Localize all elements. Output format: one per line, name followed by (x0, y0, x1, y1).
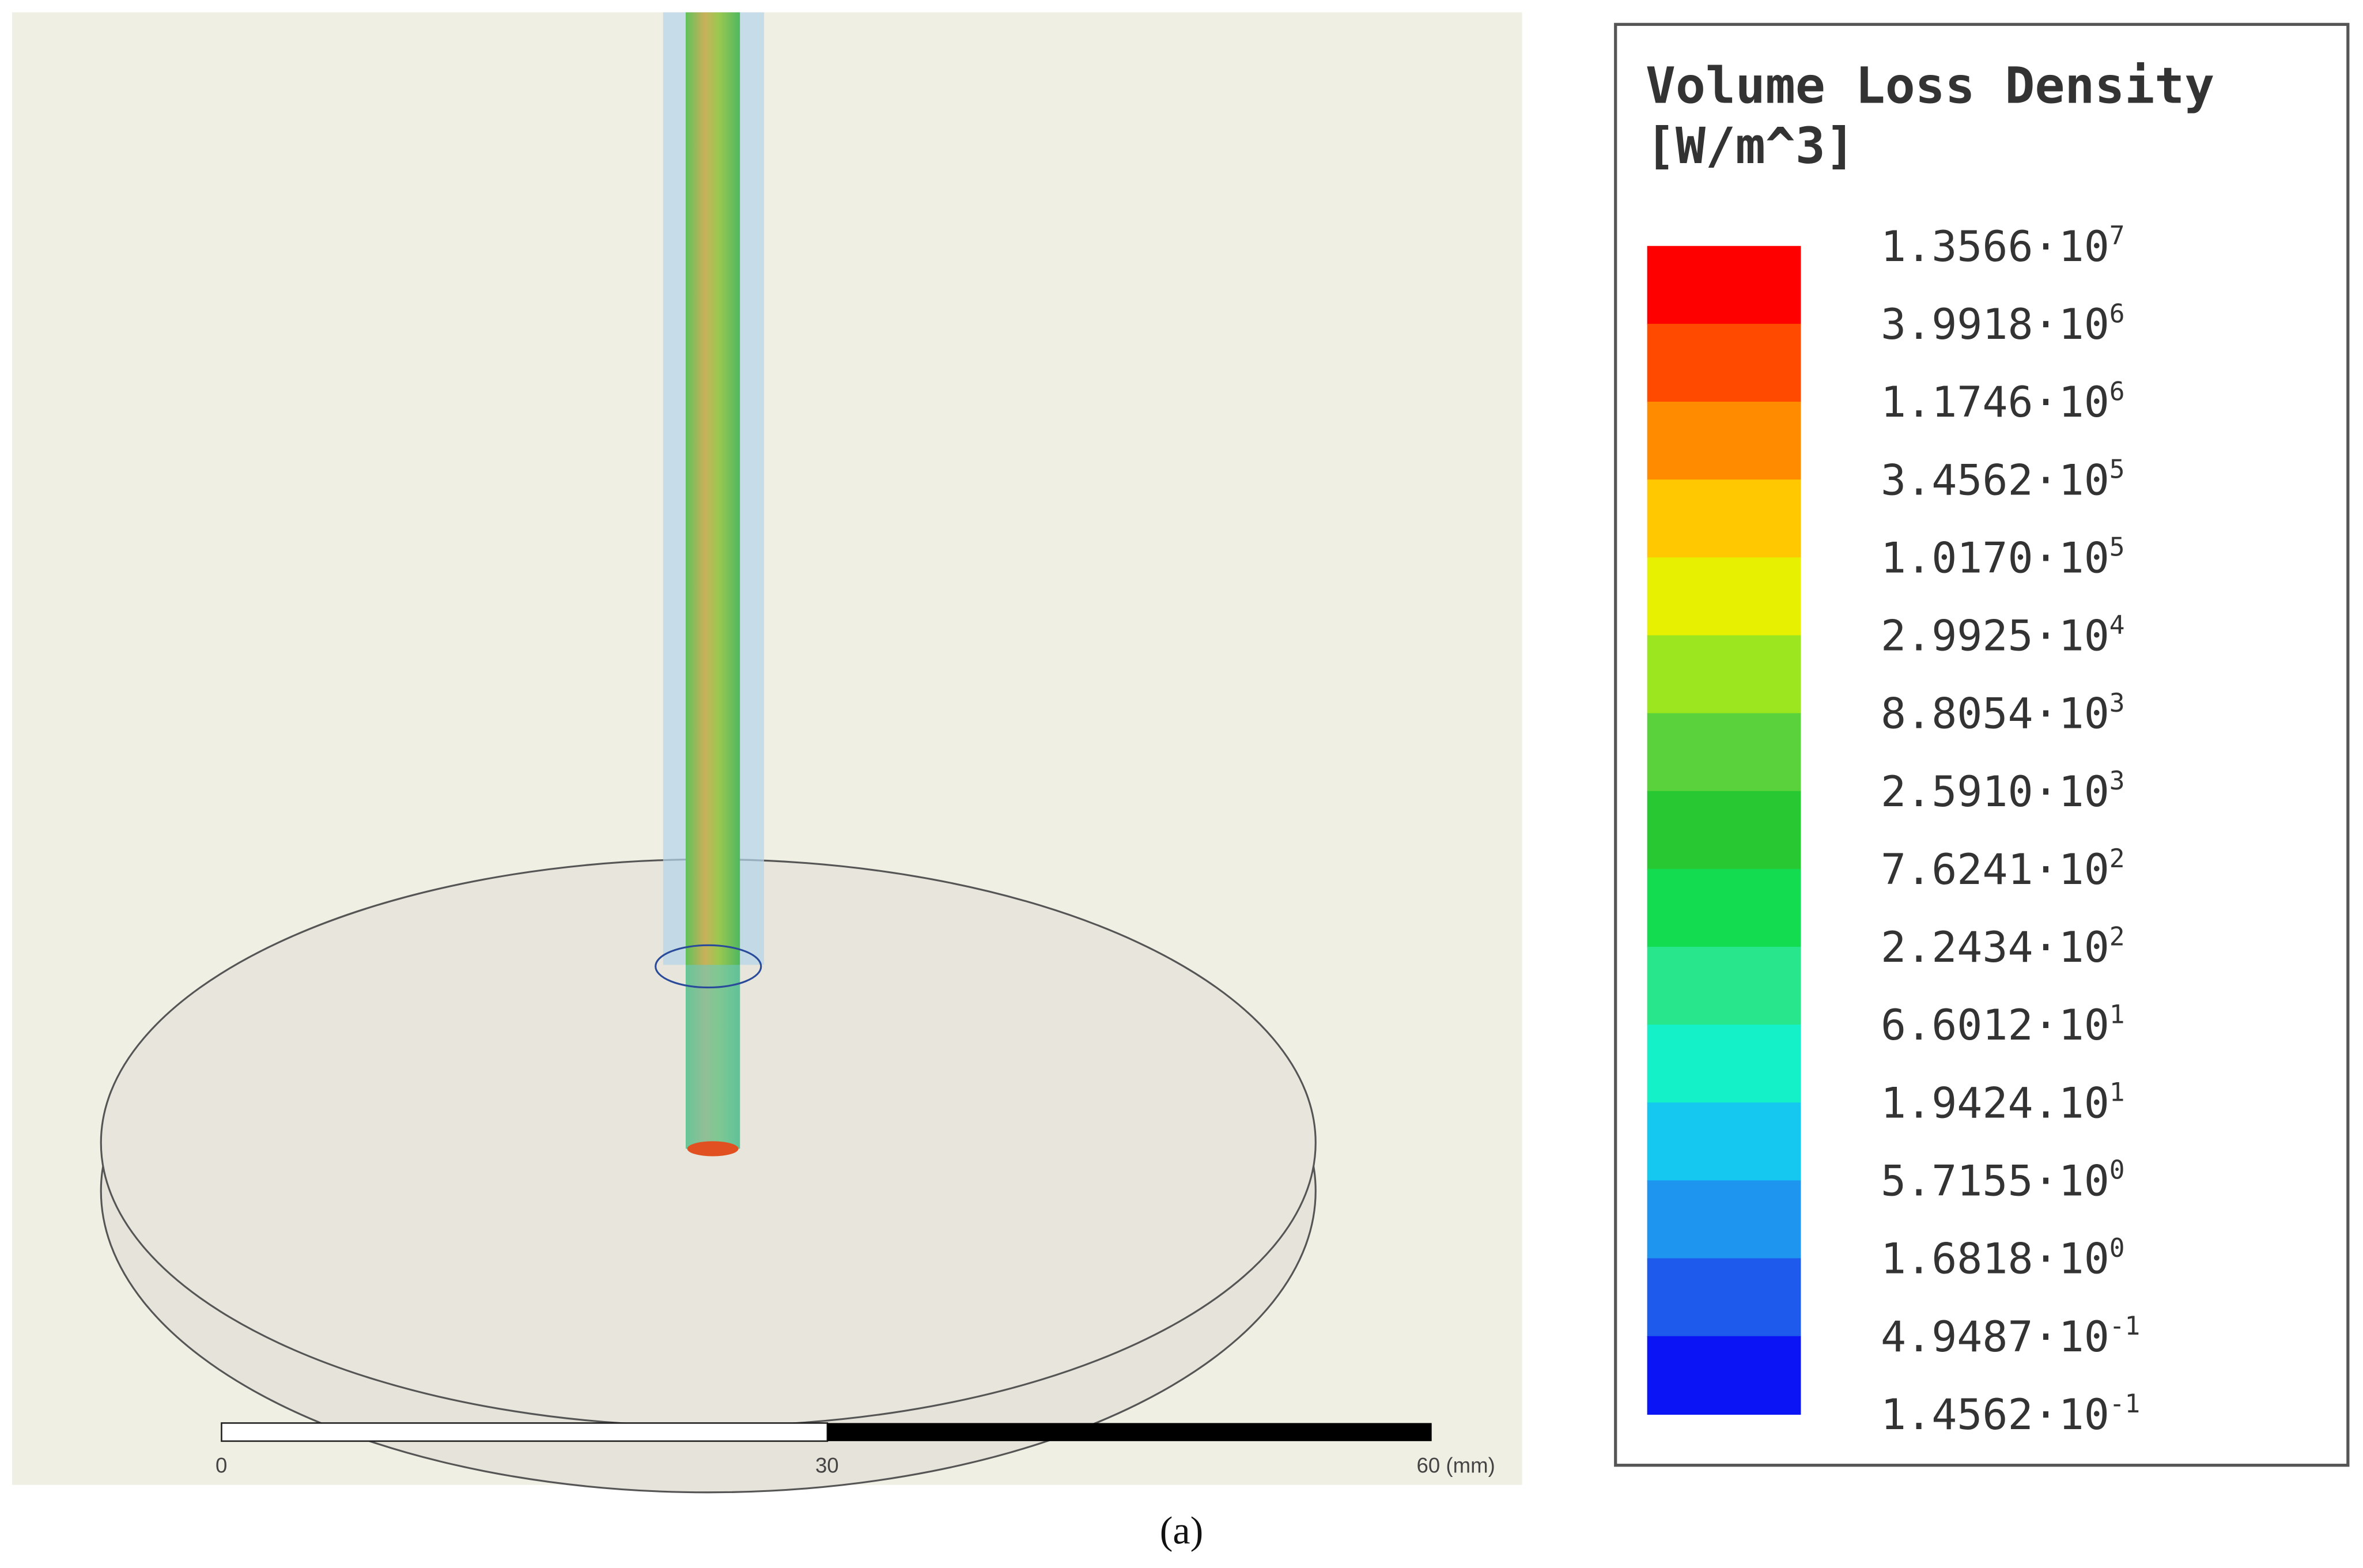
legend-title: [W/m^3] (1646, 118, 1855, 175)
label-exponent: 6 (2109, 299, 2125, 328)
legend-label: 2.5910·103 (1881, 766, 2125, 817)
label-exponent: 1 (2109, 1078, 2125, 1108)
label-base: 3.9918·10 (1881, 300, 2109, 349)
label-base: 1.9424.10 (1881, 1079, 2109, 1128)
rod (686, 12, 740, 1149)
label-base: 1.6818·10 (1881, 1235, 2109, 1284)
legend-label: 3.9918·106 (1881, 299, 2125, 349)
legend-label: 2.9925·104 (1881, 611, 2125, 661)
legend-label: 1.4562·10-1 (1881, 1389, 2140, 1439)
label-base: 6.6012·10 (1881, 1001, 2109, 1050)
label-exponent: 5 (2109, 455, 2125, 485)
ring (655, 944, 762, 989)
label-base: 8.8054·10 (1881, 690, 2109, 739)
legend-label: 1.9424.101 (1881, 1078, 2125, 1128)
legend: Volume Loss Density[W/m^3] 1.3566·107 3.99… (1646, 57, 2214, 1439)
label-base: 4.9487·10 (1881, 1313, 2109, 1362)
label-base: 1.3566·10 (1881, 222, 2109, 271)
color-band (1647, 245, 1801, 325)
legend-label: 1.6818·100 (1881, 1234, 2125, 1284)
label-exponent: 3 (2109, 689, 2125, 718)
color-band (1647, 1180, 1801, 1259)
color-band (1647, 868, 1801, 948)
legend-label: 5.7155·100 (1881, 1156, 2125, 1206)
scale-label: 0 (215, 1454, 227, 1478)
rod-tip (686, 965, 740, 1149)
color-band (1647, 635, 1801, 714)
label-exponent: 0 (2109, 1234, 2125, 1263)
label-exponent: 3 (2109, 766, 2125, 796)
caption: (a) (1160, 1509, 1203, 1552)
label-exponent: 1 (2109, 1000, 2125, 1029)
label-exponent: 2 (2109, 922, 2125, 951)
color-band (1647, 479, 1801, 558)
rod-end (687, 1141, 739, 1157)
legend-title: Volume Loss Density (1646, 57, 2214, 115)
label-exponent: 6 (2109, 377, 2125, 406)
legend-label: 1.0170·105 (1881, 533, 2125, 583)
label-exponent: 0 (2109, 1156, 2125, 1185)
color-band (1647, 402, 1801, 481)
color-band (1647, 1336, 1801, 1415)
label-exponent: 5 (2109, 533, 2125, 562)
label-base: 1.1746·10 (1881, 378, 2109, 427)
label-base: 3.4562·10 (1881, 456, 2109, 505)
label-base: 2.2434·10 (1881, 923, 2109, 972)
color-band (1647, 791, 1801, 870)
color-band (1647, 1025, 1801, 1104)
legend-label: 6.6012·101 (1881, 1000, 2125, 1050)
label-exponent: -1 (2109, 1389, 2141, 1419)
scale-label: 30 (815, 1454, 839, 1478)
label-base: 2.9925·10 (1881, 612, 2109, 661)
scale-black (827, 1423, 1432, 1441)
color-band (1647, 713, 1801, 792)
color-band (1647, 323, 1801, 403)
legend-label: 1.3566·107 (1881, 221, 2125, 271)
legend-label: 4.9487·10-1 (1881, 1312, 2140, 1362)
scale-label: 60 (mm) (1417, 1454, 1495, 1478)
legend-label: 3.4562·105 (1881, 455, 2125, 505)
color-band (1647, 1258, 1801, 1337)
label-exponent: 2 (2109, 844, 2125, 874)
label-exponent: 4 (2109, 611, 2125, 640)
color-band (1647, 1102, 1801, 1181)
scale-white (221, 1422, 829, 1442)
label-exponent: 7 (2109, 221, 2125, 251)
label-base: 1.4562·10 (1881, 1391, 2109, 1439)
label-exponent: -1 (2109, 1312, 2141, 1341)
legend-label: 7.6241·102 (1881, 844, 2125, 894)
label-base: 1.0170·10 (1881, 534, 2109, 583)
label-base: 5.7155·10 (1881, 1157, 2109, 1206)
label-base: 7.6241·10 (1881, 845, 2109, 894)
legend-label: 8.8054·103 (1881, 689, 2125, 739)
color-band (1647, 557, 1801, 636)
label-base: 2.5910·10 (1881, 768, 2109, 817)
legend-label: 1.1746·106 (1881, 377, 2125, 427)
color-band (1647, 946, 1801, 1026)
legend-label: 2.2434·102 (1881, 922, 2125, 972)
